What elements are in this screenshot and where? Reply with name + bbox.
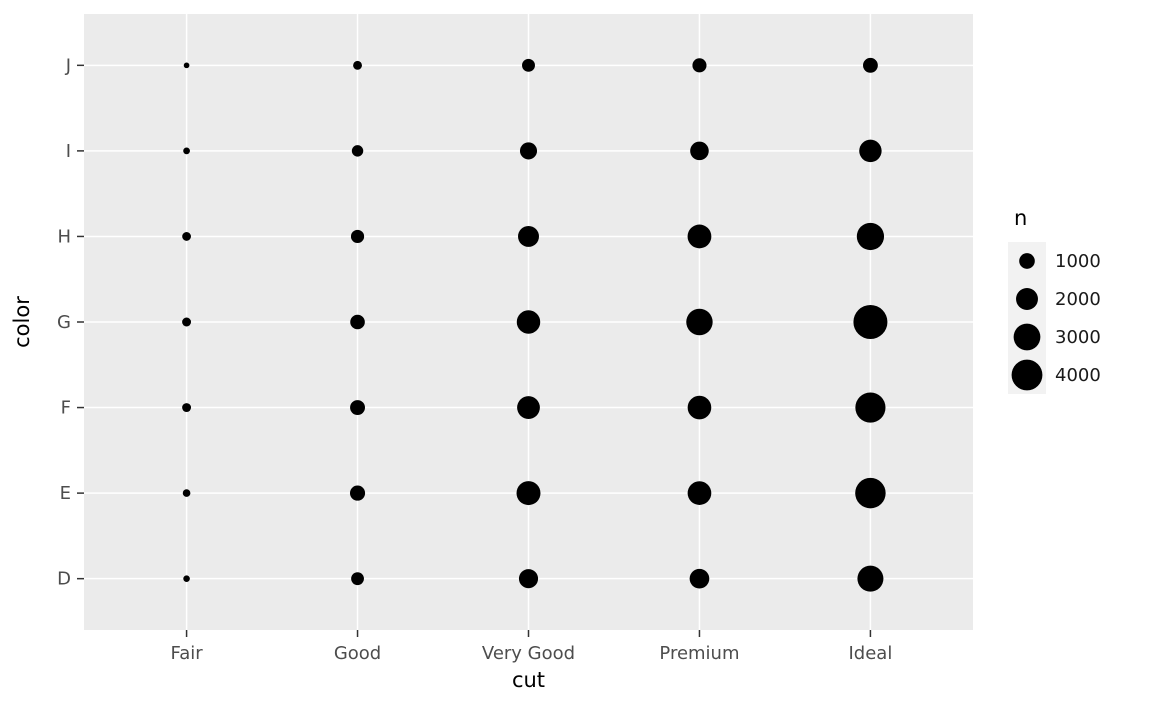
data-point-Premium-J — [692, 58, 707, 73]
data-point-Fair-E — [182, 489, 191, 497]
x-tick-label: Good — [334, 643, 381, 664]
x-tick-label: Fair — [171, 643, 204, 664]
data-point-Good-E — [349, 485, 366, 501]
data-point-Very-Good-E — [516, 481, 541, 506]
data-point-Fair-G — [182, 317, 192, 327]
data-point-Ideal-I — [859, 139, 882, 163]
data-point-Ideal-D — [857, 565, 884, 592]
data-point-Good-F — [350, 400, 365, 416]
y-tick-label: E — [60, 483, 71, 504]
data-point-Very-Good-D — [518, 569, 539, 589]
y-axis-title: color — [10, 296, 34, 348]
x-tick-label: Ideal — [849, 643, 893, 664]
y-tick-label: J — [65, 55, 71, 76]
data-point-Premium-I — [690, 141, 709, 161]
y-tick-label: H — [57, 226, 71, 247]
data-point-Premium-E — [687, 481, 712, 505]
legend: n 1000 2000 3000 4000 — [1008, 206, 1101, 394]
data-point-Premium-H — [687, 224, 712, 249]
x-tick-label: Very Good — [482, 643, 575, 664]
data-point-Fair-I — [183, 147, 190, 155]
legend-key-swatch — [1008, 356, 1046, 394]
legend-size-dot — [1016, 288, 1038, 310]
legend-entry: 2000 — [1008, 280, 1101, 318]
data-point-Fair-D — [183, 575, 190, 582]
y-tick-label: I — [66, 141, 71, 162]
legend-key-swatch — [1008, 280, 1046, 318]
legend-keys: 1000 2000 3000 4000 — [1008, 242, 1101, 394]
data-point-Very-Good-J — [522, 58, 535, 72]
data-point-Ideal-F — [855, 392, 886, 423]
legend-size-dot — [1011, 359, 1043, 391]
legend-entry-label: 2000 — [1055, 288, 1101, 310]
legend-key-swatch — [1008, 242, 1046, 280]
data-point-Very-Good-G — [516, 310, 541, 334]
legend-entry: 1000 — [1008, 242, 1101, 280]
data-point-Fair-F — [182, 403, 192, 413]
data-point-Ideal-J — [863, 57, 878, 73]
legend-size-dot — [1019, 253, 1035, 269]
data-point-Very-Good-F — [517, 396, 540, 419]
legend-title: n — [1014, 206, 1028, 230]
data-point-Good-G — [350, 314, 365, 330]
data-point-Very-Good-I — [519, 142, 538, 160]
y-tick-label: F — [61, 398, 71, 419]
legend-entry-label: 4000 — [1055, 364, 1101, 386]
data-point-Premium-F — [687, 395, 712, 420]
data-point-Premium-D — [689, 568, 710, 589]
x-tick-label: Premium — [659, 643, 739, 664]
legend-entry-label: 1000 — [1055, 250, 1101, 272]
data-point-Very-Good-H — [518, 225, 539, 247]
legend-entry: 3000 — [1008, 318, 1101, 356]
data-point-Ideal-H — [856, 222, 885, 251]
data-point-Good-H — [350, 229, 365, 244]
legend-entry: 4000 — [1008, 356, 1101, 394]
data-point-Premium-G — [686, 308, 713, 336]
data-point-Fair-J — [183, 62, 190, 69]
data-point-Good-D — [351, 572, 364, 586]
legend-size-dot — [1013, 323, 1041, 351]
y-tick-label: D — [57, 569, 71, 590]
legend-key-swatch — [1008, 318, 1046, 356]
legend-entry-label: 3000 — [1055, 326, 1101, 348]
data-point-Ideal-E — [855, 477, 886, 509]
data-point-Good-J — [353, 60, 362, 70]
y-tick-label: G — [57, 312, 71, 333]
data-point-Good-I — [351, 145, 364, 157]
data-point-Fair-H — [182, 232, 191, 241]
data-point-Ideal-G — [853, 304, 888, 340]
x-axis-title: cut — [511, 668, 546, 692]
